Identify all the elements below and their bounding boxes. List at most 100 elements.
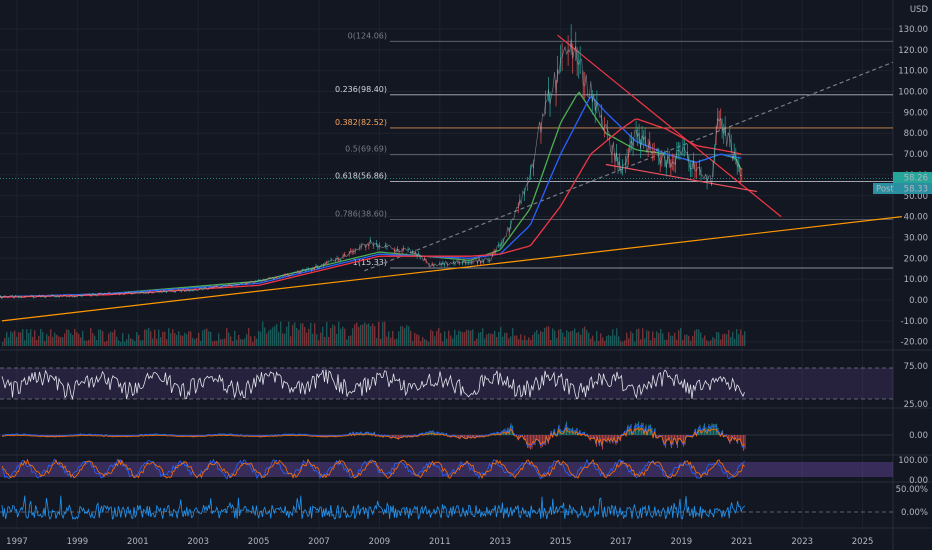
volume-bar xyxy=(378,321,380,346)
post-price-tag xyxy=(873,183,932,194)
volume-bar xyxy=(418,335,420,346)
volume-bar xyxy=(48,336,50,346)
volume-bar xyxy=(372,323,374,346)
trendlines[interactable] xyxy=(1,34,902,322)
macd-histogram-bar xyxy=(468,435,470,437)
fib-retracement[interactable]: 0(124.06) 0.236(98.40) 0.382(82.52) 0.5(69.… xyxy=(335,31,893,269)
macd-histogram-bar xyxy=(218,433,220,435)
volume-bar xyxy=(736,329,738,346)
price-tick-label-3: 100.00 xyxy=(898,88,928,98)
volume-bar xyxy=(550,340,552,346)
fib-label-2: 0.382(82.52) xyxy=(335,118,387,127)
volume-bar xyxy=(412,341,414,346)
volume-bar xyxy=(714,338,716,346)
volume-bar xyxy=(194,339,196,346)
macd-histogram-bar xyxy=(734,435,736,441)
volume-bar xyxy=(682,340,684,346)
volume-bar xyxy=(386,336,388,346)
macd-histogram-bar xyxy=(423,433,425,435)
volume-bar xyxy=(230,336,232,346)
volume-bar xyxy=(8,337,10,346)
volume-bar xyxy=(300,323,302,346)
macd-histogram-bar xyxy=(524,435,526,441)
time-tick-label-8: 2013 xyxy=(489,537,511,547)
macd-histogram-bar xyxy=(53,435,55,436)
macd-histogram-bar xyxy=(411,435,413,437)
time-tick-label-13: 2023 xyxy=(791,537,813,547)
macd-histogram-bar xyxy=(666,435,668,442)
volume-bar xyxy=(698,329,700,346)
macd-histogram-bar xyxy=(363,433,365,435)
trendline-0 xyxy=(557,34,782,218)
macd-histogram-bar xyxy=(398,435,400,440)
time-tick-label-10: 2017 xyxy=(610,537,632,547)
volume-bar xyxy=(318,340,320,346)
volume-bar xyxy=(128,334,130,346)
volume-bar xyxy=(38,336,40,346)
volume-bar xyxy=(260,331,262,346)
volume-bar xyxy=(470,330,472,346)
macd-histogram-bar xyxy=(440,433,442,435)
volume-bar xyxy=(206,328,208,346)
time-tick-label-4: 2005 xyxy=(248,537,270,547)
volume-bar xyxy=(730,336,732,346)
macd-histogram-bar xyxy=(599,435,601,447)
post-price-value: 58.33 xyxy=(904,185,928,195)
volume-bar xyxy=(234,330,236,346)
volume-bar xyxy=(542,331,544,346)
volume-bar xyxy=(492,333,494,346)
macd-histogram-bar xyxy=(326,435,328,437)
volume-bar xyxy=(52,336,54,346)
macd-histogram-bar xyxy=(567,427,569,435)
volume-bar xyxy=(366,324,368,346)
volume-bar xyxy=(66,329,68,346)
volume-bar xyxy=(182,335,184,346)
macd-histogram-bar xyxy=(615,435,617,445)
volume-bar xyxy=(124,341,126,346)
volume-bar xyxy=(570,331,572,346)
volume-bar xyxy=(676,339,678,346)
volume-bar xyxy=(116,336,118,346)
volume-bars xyxy=(2,321,746,346)
time-tick-label-0: 1997 xyxy=(6,537,28,547)
rsi-tick-label-1: 25.00 xyxy=(904,400,928,410)
volume-bar xyxy=(20,332,22,346)
volume-bar xyxy=(606,335,608,346)
volume-bar xyxy=(504,332,506,346)
volume-bar xyxy=(72,334,74,346)
volume-bar xyxy=(612,329,614,346)
macd-histogram-bar xyxy=(539,435,541,443)
volume-bar xyxy=(208,331,210,346)
volume-bar xyxy=(578,331,580,346)
volume-bar xyxy=(658,333,660,346)
volume-bar xyxy=(636,329,638,346)
volume-bar xyxy=(594,341,596,346)
volume-bar xyxy=(126,339,128,346)
volume-bar xyxy=(282,333,284,346)
volume-bar xyxy=(36,339,38,346)
macd-histogram-bar xyxy=(420,433,422,435)
post-price-tag-label: Post xyxy=(876,185,894,195)
macd-histogram-bar xyxy=(464,435,466,439)
macd-histogram-bar xyxy=(429,430,431,435)
macd-histogram-bar xyxy=(608,435,610,440)
macd-histogram-bar xyxy=(533,435,535,445)
volume-bar xyxy=(494,330,496,346)
macd-histogram-bar xyxy=(497,431,499,435)
volume-bar xyxy=(78,333,80,346)
macd-histogram-bar xyxy=(437,431,439,435)
macd-histogram-bar xyxy=(609,435,611,444)
volume-bar xyxy=(28,332,30,346)
volume-bar xyxy=(588,332,590,346)
volume-bar xyxy=(100,329,102,346)
macd-histogram-bar xyxy=(546,435,548,437)
volume-bar xyxy=(242,339,244,346)
volume-bar xyxy=(252,341,254,346)
macd-histogram-bar xyxy=(396,435,398,439)
volume-bar xyxy=(556,337,558,346)
volume-bar xyxy=(726,334,728,346)
roc-line xyxy=(1,495,746,520)
macd-histogram-bar xyxy=(527,435,529,448)
